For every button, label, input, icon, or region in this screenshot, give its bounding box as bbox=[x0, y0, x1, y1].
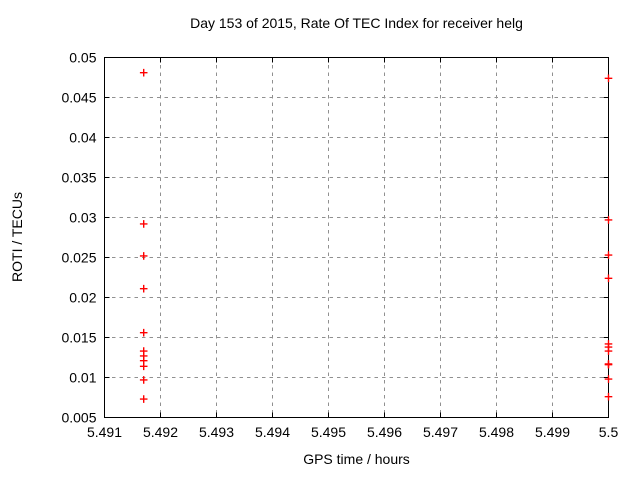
x-tick-label: 5.499 bbox=[535, 424, 570, 440]
data-point bbox=[604, 392, 613, 401]
y-axis-label: ROTI / TECUs bbox=[9, 192, 25, 282]
x-tick-label: 5.496 bbox=[367, 424, 402, 440]
data-point bbox=[604, 375, 613, 383]
data-point bbox=[139, 395, 148, 403]
y-tick-label: 0.015 bbox=[61, 329, 96, 345]
x-tick-label: 5.491 bbox=[87, 424, 122, 440]
y-tick-label: 0.02 bbox=[69, 289, 96, 305]
x-tick-label: 5.492 bbox=[143, 424, 178, 440]
x-tick-label: 5.5 bbox=[599, 424, 619, 440]
x-tick-label: 5.494 bbox=[255, 424, 290, 440]
y-tick-label: 0.045 bbox=[61, 89, 96, 105]
data-point bbox=[139, 328, 148, 337]
y-tick-label: 0.035 bbox=[61, 169, 96, 185]
data-point bbox=[139, 252, 148, 260]
y-tick-label: 0.03 bbox=[69, 209, 96, 225]
data-point bbox=[139, 284, 148, 293]
data-point bbox=[604, 216, 613, 224]
x-axis-label: GPS time / hours bbox=[303, 451, 410, 467]
data-point bbox=[139, 376, 148, 384]
y-tick-label: 0.025 bbox=[61, 249, 96, 265]
chart-title: Day 153 of 2015, Rate Of TEC Index for r… bbox=[190, 15, 523, 31]
x-tick-label: 5.493 bbox=[199, 424, 234, 440]
x-tick-label: 5.495 bbox=[311, 424, 346, 440]
plot-frame bbox=[104, 57, 609, 418]
data-point bbox=[604, 74, 613, 83]
data-point bbox=[604, 274, 613, 283]
x-tick-label: 5.497 bbox=[423, 424, 458, 440]
y-tick-label: 0.05 bbox=[69, 49, 96, 65]
data-point bbox=[604, 360, 613, 369]
data-point bbox=[139, 68, 148, 77]
data-point bbox=[604, 347, 613, 355]
data-point bbox=[139, 220, 148, 228]
y-tick-label: 0.005 bbox=[61, 409, 96, 425]
y-tick-label: 0.01 bbox=[69, 369, 96, 385]
x-tick-label: 5.498 bbox=[479, 424, 514, 440]
data-point bbox=[604, 251, 613, 259]
y-tick-label: 0.04 bbox=[69, 129, 96, 145]
data-point bbox=[139, 362, 148, 371]
